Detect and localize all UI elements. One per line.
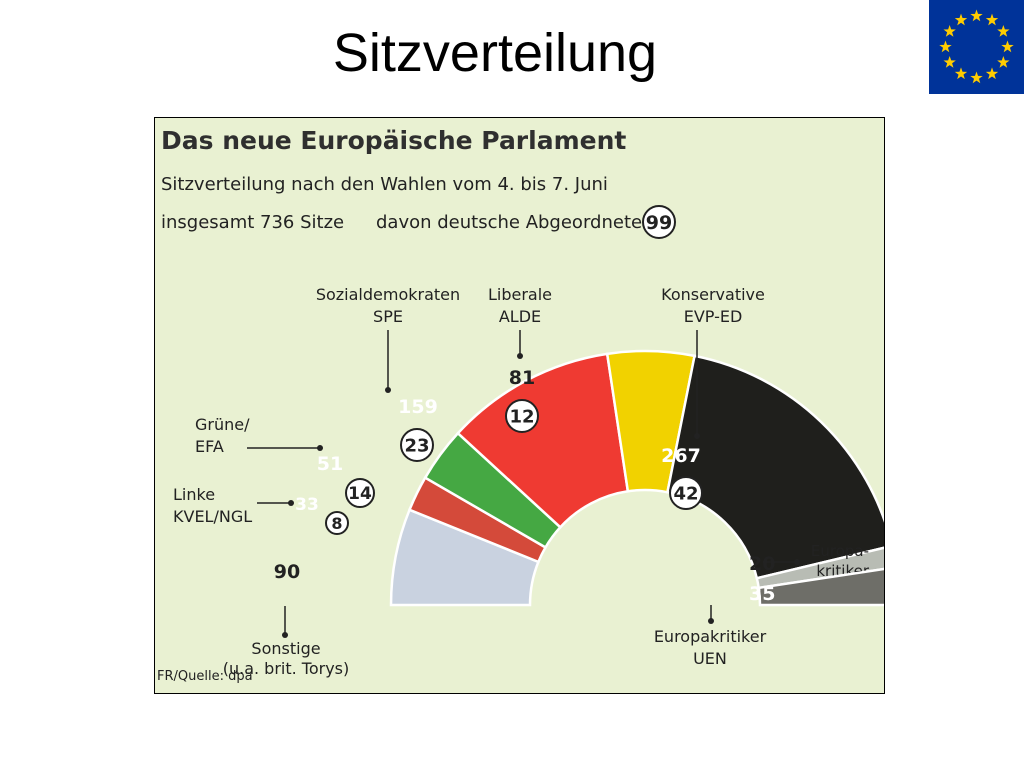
flag-star-icon: [997, 56, 1010, 68]
seat-count-uen: 35: [749, 583, 775, 605]
german-members-label: davon deutsche Abgeordnete: [376, 212, 642, 233]
flag-star-icon: [985, 13, 999, 26]
german-count-alde: 12: [509, 406, 534, 427]
flag-star-icon: [943, 25, 956, 37]
flag-star-icon: [970, 9, 983, 22]
group-label-spe: Sozialdemokraten: [316, 285, 460, 304]
seat-count-gruene: 51: [317, 453, 343, 475]
german-count-evp: 42: [673, 483, 698, 504]
source-label: FR/Quelle: dpa: [157, 669, 253, 684]
chart-title: Das neue Europäische Parlament: [161, 126, 626, 155]
seat-count-spe: 159: [398, 396, 438, 418]
parliament-chart: Das neue Europäische Parlament Sitzverte…: [157, 126, 884, 684]
flag-star-icon: [954, 67, 968, 80]
leader-dot-inddem: [794, 559, 800, 565]
flag-star-icon: [997, 25, 1010, 37]
seat-segment-evp: [665, 354, 884, 580]
leader-dot-gruene: [317, 445, 323, 451]
flag-star-icon: [985, 67, 999, 80]
seat-count-alde: 81: [509, 367, 535, 389]
chart-subtitle: Sitzverteilung nach den Wahlen vom 4. bi…: [161, 174, 608, 195]
group-label-alde: ALDE: [499, 307, 541, 326]
group-label-uen: UEN: [693, 649, 727, 668]
group-label-inddem: Europa-: [811, 542, 869, 560]
german-count-gruene: 14: [348, 484, 372, 504]
group-label-linke: Linke: [173, 485, 215, 504]
leader-dot-sonstige: [282, 632, 288, 638]
eu-flag-icon: [929, 0, 1024, 94]
group-label-alde: Liberale: [488, 285, 552, 304]
leader-dot-alde: [517, 353, 523, 359]
seat-count-inddem: 20: [749, 553, 775, 575]
german-badge-evp: [669, 476, 703, 510]
flag-stars: [939, 9, 1014, 84]
group-label-gruene: Grüne/: [195, 415, 250, 434]
group-label-spe: SPE: [373, 307, 403, 326]
german-badge-alde: [505, 399, 539, 433]
leader-dot-linke: [288, 500, 294, 506]
slide-title: Sitzverteilung: [332, 23, 658, 83]
group-label-evp: Konservative: [661, 285, 765, 304]
german-badge-spe: [400, 428, 434, 462]
leader-dot-spe: [385, 387, 391, 393]
chart-frame: Das neue Europäische Parlament Sitzverte…: [154, 117, 885, 694]
flag-star-icon: [970, 71, 983, 84]
german-total-badge: [642, 205, 676, 239]
total-seats-label: insgesamt 736 Sitze: [161, 212, 344, 233]
flag-star-icon: [1001, 40, 1014, 53]
leader-dot-evp: [694, 433, 700, 439]
german-count-spe: 23: [404, 435, 429, 456]
seat-segment-uen: [757, 567, 884, 607]
group-label-gruene: EFA: [195, 437, 224, 456]
german-badge-gruene: [345, 478, 375, 508]
group-label-sonstige: Sonstige: [251, 639, 320, 658]
group-label-uen: Europakritiker: [654, 627, 767, 646]
flag-star-icon: [939, 40, 952, 53]
group-label-evp: EVP-ED: [684, 307, 743, 326]
flag-star-icon: [943, 56, 956, 68]
group-label-sonstige: (u.a. brit. Torys): [223, 659, 350, 678]
german-total-value: 99: [646, 212, 672, 234]
group-label-linke: KVEL/NGL: [173, 507, 252, 526]
seat-count-linke: 33: [295, 495, 319, 515]
german-count-linke: 8: [331, 514, 342, 533]
chart-marks: 90 Sonstige(u.a. brit. Torys) 33 8 Linke KVEL…: [173, 285, 884, 678]
seat-count-evp: 267: [661, 445, 701, 467]
german-badge-linke: [325, 511, 349, 535]
flag-star-icon: [954, 13, 968, 26]
seat-count-sonstige: 90: [274, 561, 300, 583]
leader-dot-uen: [708, 618, 714, 624]
